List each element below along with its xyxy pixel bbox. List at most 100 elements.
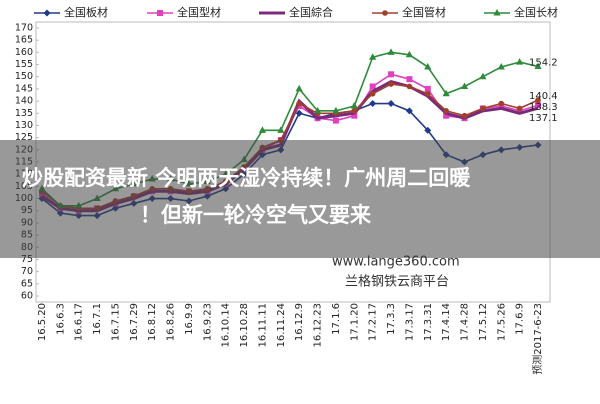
marker <box>424 90 431 97</box>
marker <box>535 97 541 103</box>
y-tick-label: 140 <box>15 96 33 107</box>
marker <box>387 48 395 55</box>
marker <box>406 83 413 90</box>
marker <box>498 100 505 107</box>
headline: 炒股配资最新 今明两天湿冷持续！广州周二回暖 <box>22 166 471 190</box>
marker <box>351 112 358 119</box>
x-tick-label: 17.6.9 <box>515 303 526 335</box>
marker <box>534 62 542 69</box>
headline: ！但新一轮冷空气又要来 <box>140 203 372 227</box>
y-tick-label: 165 <box>15 35 33 46</box>
marker <box>405 50 414 58</box>
marker <box>369 100 377 108</box>
marker <box>369 83 376 90</box>
data-label: 154.2 <box>529 57 558 68</box>
x-tick-label: 16.6.3 <box>55 303 66 335</box>
x-tick-label: 16.10.14 <box>221 303 232 348</box>
x-tick-label: 16.10.28 <box>239 303 250 348</box>
y-tick-label: 135 <box>15 108 33 119</box>
y-tick-label: 65 <box>21 278 33 289</box>
marker <box>406 76 413 83</box>
data-label: 138.3 <box>529 102 558 113</box>
marker <box>313 106 322 114</box>
y-tick-label: 145 <box>15 83 33 94</box>
legend-label: 全国长材 <box>514 5 558 19</box>
marker <box>277 126 285 133</box>
marker <box>480 105 486 112</box>
y-tick-label: 130 <box>15 120 33 131</box>
legend-label: 全国管材 <box>402 5 446 19</box>
legend-marker <box>493 9 501 16</box>
x-tick-label: 16.7.15 <box>110 303 121 341</box>
y-tick-label: 160 <box>15 47 33 58</box>
marker <box>424 85 431 92</box>
x-tick-label: 16.7.29 <box>129 303 140 341</box>
x-tick-label: 17.2.17 <box>368 303 379 341</box>
data-label: 137.1 <box>529 113 558 124</box>
y-tick-label: 70 <box>21 266 33 277</box>
x-tick-label: 17.1.20 <box>349 303 360 341</box>
y-tick-label: 170 <box>15 23 33 34</box>
x-tick-label: 16.9.9 <box>184 303 195 335</box>
legend-label: 全国板材 <box>64 5 108 19</box>
y-tick-label: 125 <box>15 132 33 143</box>
x-tick-label: 17.3.17 <box>404 303 415 341</box>
x-tick-label: 17.3.31 <box>423 303 434 341</box>
marker <box>460 82 469 89</box>
marker <box>258 126 267 133</box>
marker <box>516 58 524 65</box>
marker <box>497 62 505 70</box>
marker <box>424 62 432 70</box>
marker <box>388 71 395 78</box>
marker <box>332 106 340 114</box>
marker <box>332 117 339 124</box>
x-tick-label: 17.4.28 <box>460 303 471 341</box>
y-tick-label: 155 <box>15 59 33 70</box>
x-tick-label: 16.6.17 <box>74 303 85 341</box>
x-tick-label: 16.8.26 <box>166 303 177 341</box>
legend-label: 全国綜合 <box>289 5 333 19</box>
marker <box>295 84 303 92</box>
y-tick-label: 75 <box>21 254 33 265</box>
marker <box>387 100 395 108</box>
marker <box>351 108 358 114</box>
marker <box>369 53 377 60</box>
y-tick-label: 60 <box>21 291 33 302</box>
legend-marker <box>157 10 163 16</box>
marker <box>295 109 303 117</box>
x-tick-label: 17.4.14 <box>441 303 452 341</box>
legend-label: 全国型材 <box>177 5 221 19</box>
x-tick-label: 16.11.11 <box>257 303 268 348</box>
marker <box>388 81 394 87</box>
marker <box>296 100 302 107</box>
watermark: www.lange360.com <box>332 255 460 270</box>
watermark: 兰格钢铁云商平台 <box>345 274 449 290</box>
x-tick-label: 16.8.12 <box>147 303 158 341</box>
x-tick-label: 16.7.1 <box>92 303 103 335</box>
x-tick-label: 17.5.26 <box>496 303 507 341</box>
x-tick-label: 预测2017-6-23 <box>531 303 544 375</box>
marker <box>442 89 450 97</box>
banner <box>0 140 600 258</box>
marker <box>535 102 541 109</box>
x-tick-label: 16.12.23 <box>313 303 324 348</box>
x-tick-label: 17.5.12 <box>478 303 489 341</box>
legend-marker <box>382 10 388 16</box>
marker <box>369 90 376 97</box>
x-tick-label: 17.1.6 <box>331 303 342 335</box>
marker <box>443 108 449 114</box>
legend-marker <box>43 9 51 17</box>
x-tick-label: 17.3.3 <box>386 303 397 335</box>
y-tick-label: 150 <box>15 71 33 82</box>
marker <box>461 112 468 119</box>
x-tick-label: 16.9.23 <box>202 303 213 341</box>
x-tick-label: 16.5.20 <box>37 303 48 341</box>
marker <box>516 105 523 112</box>
marker <box>424 126 432 134</box>
marker <box>443 112 450 119</box>
x-tick-label: 16.12.9 <box>294 303 305 341</box>
data-label: 140.4 <box>529 91 558 102</box>
marker <box>350 101 358 109</box>
x-tick-label: 16.11.24 <box>276 303 287 348</box>
